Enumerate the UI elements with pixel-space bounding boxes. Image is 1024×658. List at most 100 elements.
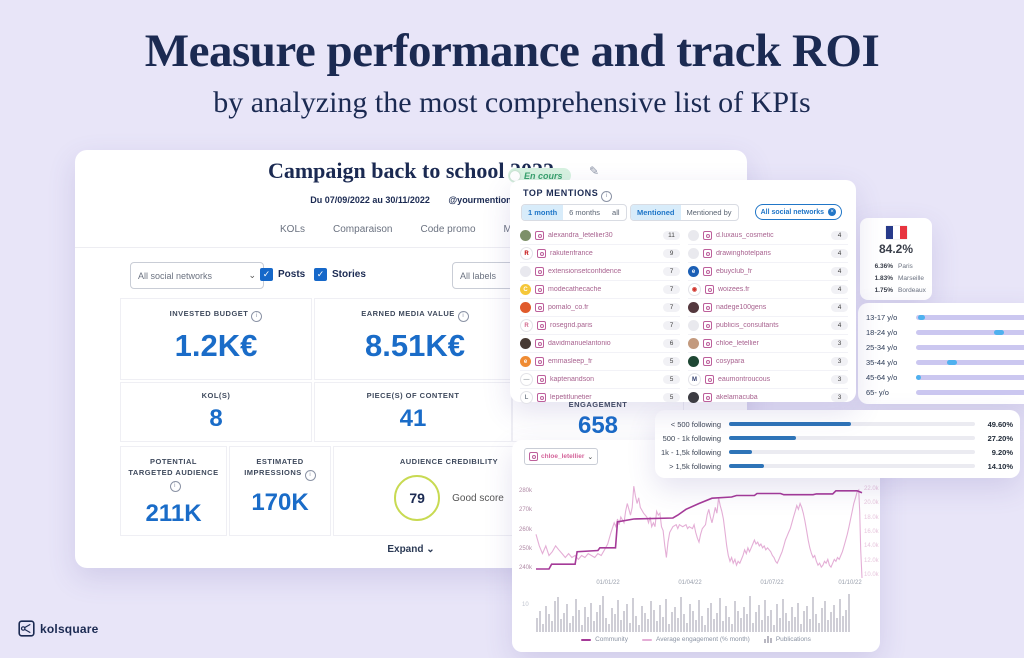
info-icon[interactable]: i	[304, 470, 316, 481]
publication-bar	[632, 597, 634, 632]
chart-line	[536, 489, 863, 570]
age-row: 13-17 y/o	[858, 310, 1024, 325]
city-row: 6.36% Paris	[869, 260, 926, 272]
mention-row[interactable]: publicis_consultants 4	[688, 317, 848, 335]
publication-bar	[596, 612, 598, 632]
mention-row[interactable]: e emmasleep_fr 5	[520, 353, 680, 371]
social-networks-select[interactable]: All social networks ⌄	[130, 262, 264, 289]
follower-range-label: 500 - 1k following	[662, 433, 721, 443]
expand-button[interactable]: Expand ⌄	[387, 544, 435, 555]
publication-bar	[740, 617, 742, 632]
publication-bar	[824, 601, 826, 632]
avatar	[520, 266, 531, 277]
status-badge[interactable]: En cours	[508, 168, 571, 183]
follower-percent: 14.10%	[987, 461, 1013, 471]
mention-option-mentioned-by[interactable]: Mentioned by	[686, 208, 732, 217]
chevron-down-icon: ⌄	[248, 270, 256, 280]
follower-bar	[729, 463, 975, 469]
mention-row[interactable]: cosypara 3	[688, 353, 848, 371]
close-icon[interactable]: ×	[828, 208, 836, 216]
period-option-1-month[interactable]: 1 month	[522, 205, 564, 220]
follower-percent: 27.20%	[987, 433, 1013, 443]
instagram-icon	[535, 303, 544, 312]
follower-percent: 49.60%	[987, 419, 1013, 429]
avatar	[688, 320, 699, 331]
tab-kols[interactable]: KOLs	[280, 224, 306, 235]
y-axis-tick-left: 250k	[518, 545, 532, 552]
mention-row[interactable]: akelamacuba 3	[688, 389, 848, 406]
info-icon[interactable]: i	[601, 191, 613, 202]
mention-row[interactable]: extensionsetconfidence 7	[520, 263, 680, 281]
y-axis-tick-left: 270k	[518, 507, 532, 514]
mention-row[interactable]: drawinghotelparis 4	[688, 245, 848, 263]
mention-row[interactable]: ◉ woizees.fr 4	[688, 281, 848, 299]
mention-row[interactable]: d.luxaus_cosmetic 4	[688, 227, 848, 245]
publication-bar	[788, 621, 790, 632]
mention-count-badge: 3	[831, 339, 848, 348]
tab-comparaison[interactable]: Comparaison	[333, 224, 393, 235]
stories-checkbox[interactable]: ✓ Stories	[314, 268, 366, 281]
mention-count-badge: 4	[831, 249, 848, 258]
follower-bar-fill	[729, 463, 764, 469]
mention-option-mentioned[interactable]: Mentioned	[631, 205, 681, 220]
network-filter[interactable]: All social networks ×	[754, 204, 842, 220]
publication-bar	[797, 602, 799, 632]
instagram-icon	[535, 285, 544, 294]
info-icon[interactable]: i	[251, 311, 263, 322]
info-icon[interactable]: i	[169, 481, 181, 492]
edit-pencil-icon[interactable]: ✎	[589, 164, 600, 178]
publication-bar	[725, 606, 727, 632]
avatar	[688, 392, 699, 403]
city-percent: 1.75%	[874, 286, 893, 294]
y-axis-tick-left: 240k	[518, 565, 532, 572]
mention-count-badge: 4	[831, 231, 848, 240]
mention-name: extensionsetconfidence	[548, 268, 622, 275]
mention-name: lepetitlunetier	[550, 394, 592, 401]
mention-row[interactable]: nadege100gens 4	[688, 299, 848, 317]
age-label: 65- y/o	[866, 388, 889, 397]
period-toggle[interactable]: 1 month 6 months all	[521, 204, 627, 221]
brand-logo: kolsquare	[18, 620, 99, 637]
follower-percent: 9.20%	[991, 447, 1013, 457]
kpi-label: ENGAGEMENT	[568, 400, 628, 409]
mention-name: alexandra_letellier30	[548, 232, 613, 239]
period-option-all[interactable]: all	[612, 208, 620, 217]
mention-row[interactable]: davidmanuelantonio 6	[520, 335, 680, 353]
mention-row[interactable]: pomalo_co.fr 7	[520, 299, 680, 317]
mention-count-badge: 7	[663, 285, 680, 294]
mention-toggle[interactable]: Mentioned Mentioned by	[630, 204, 739, 221]
tab-code-promo[interactable]: Code promo	[420, 224, 476, 235]
publication-bar	[845, 609, 847, 632]
follower-row: 500 - 1k following 27.20%	[655, 431, 1020, 445]
legend-swatch	[641, 638, 652, 641]
age-demographics-card: 13-17 y/o 18-24 y/o 25-34 y/o 35-44 y/o 45-6…	[858, 303, 1024, 404]
follower-range-label: 1k - 1,5k following	[660, 447, 721, 457]
profile-dropdown[interactable]: chloe_letellier ⌄	[524, 448, 599, 465]
info-icon[interactable]: i	[457, 311, 469, 322]
age-rows: 13-17 y/o 18-24 y/o 25-34 y/o 35-44 y/o 45-6…	[858, 310, 1024, 400]
publication-bar	[536, 617, 538, 632]
publication-bar	[593, 621, 595, 632]
kpi-invested-budget: INVESTED BUDGET i 1.2K€	[120, 298, 312, 380]
mention-name: woizees.fr	[718, 286, 750, 293]
posts-checkbox[interactable]: ✓ Posts	[260, 268, 305, 281]
mention-row[interactable]: e ebuyclub_fr 4	[688, 263, 848, 281]
mention-row[interactable]: — kaptenandson 5	[520, 371, 680, 389]
city-name: Paris	[898, 262, 913, 270]
publication-bar	[833, 604, 835, 632]
mention-count-badge: 4	[831, 285, 848, 294]
publication-bar	[695, 620, 697, 632]
mention-row[interactable]: chloe_letellier 3	[688, 335, 848, 353]
mention-row[interactable]: alexandra_letellier30 11	[520, 227, 680, 245]
kpi-label: KOL(S)	[201, 391, 231, 400]
age-bar	[916, 345, 1024, 350]
publication-bar	[707, 608, 709, 632]
evolution-line-chart	[535, 486, 863, 579]
period-option-6-months[interactable]: 6 months	[569, 208, 601, 217]
flag-stripe	[886, 226, 893, 239]
